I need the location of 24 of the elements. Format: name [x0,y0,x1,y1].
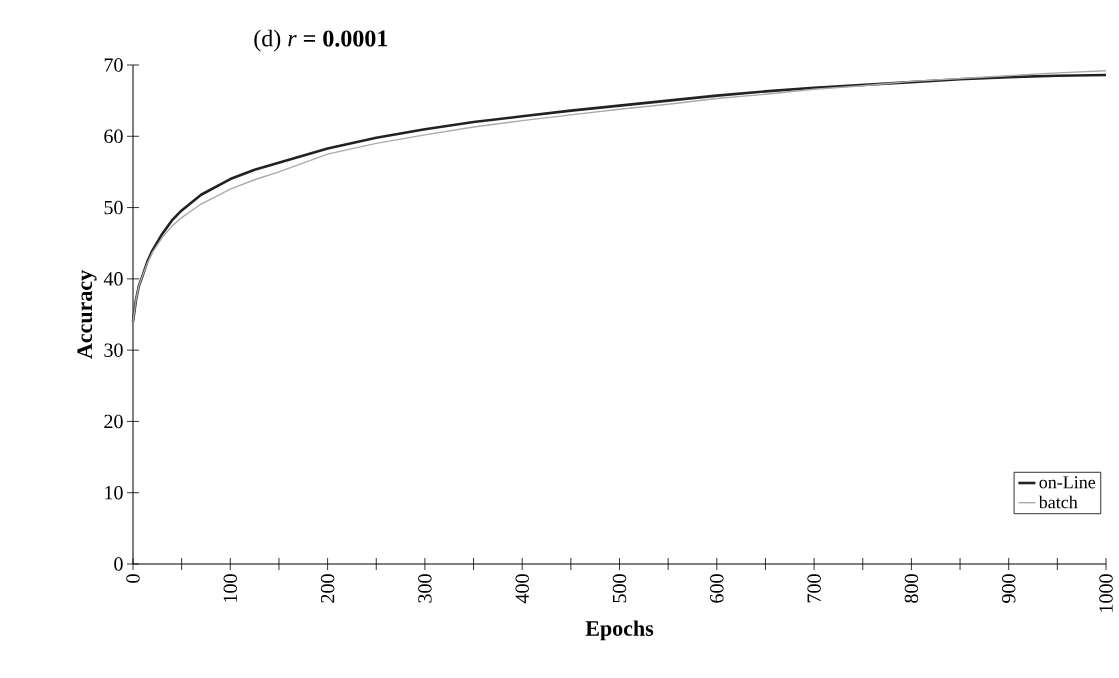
legend-label: batch [1038,495,1078,509]
y-tick-label: 60 [104,129,123,144]
x-tick-label: 600 [710,574,724,603]
x-tick-label: 300 [418,574,432,603]
x-axis-title: Epochs [585,620,654,641]
x-tick-label: 200 [320,574,335,603]
y-tick-label: 40 [103,272,123,286]
y-tick-label: 30 [104,343,123,357]
x-tick-label: 700 [807,574,821,603]
x-tick-label: 1000 [1099,574,1113,612]
x-tick-label: 900 [1001,574,1016,603]
x-tick-label: 800 [904,574,919,603]
y-tick-label: 0 [114,557,123,571]
y-tick-label: 20 [104,414,123,429]
x-tick-label: 100 [223,574,238,602]
chart-title: (d) r = 0.0001 [254,29,388,52]
x-tick-label: 500 [612,574,627,603]
y-tick-label: 50 [104,200,123,215]
y-tick-label: 70 [104,58,123,72]
x-tick-label: 0 [126,574,140,583]
y-tick-label: 10 [105,485,123,500]
x-tick-label: 400 [515,574,529,604]
legend-label: on-Line [1039,476,1096,489]
y-axis-title: Accuracy [77,270,97,359]
